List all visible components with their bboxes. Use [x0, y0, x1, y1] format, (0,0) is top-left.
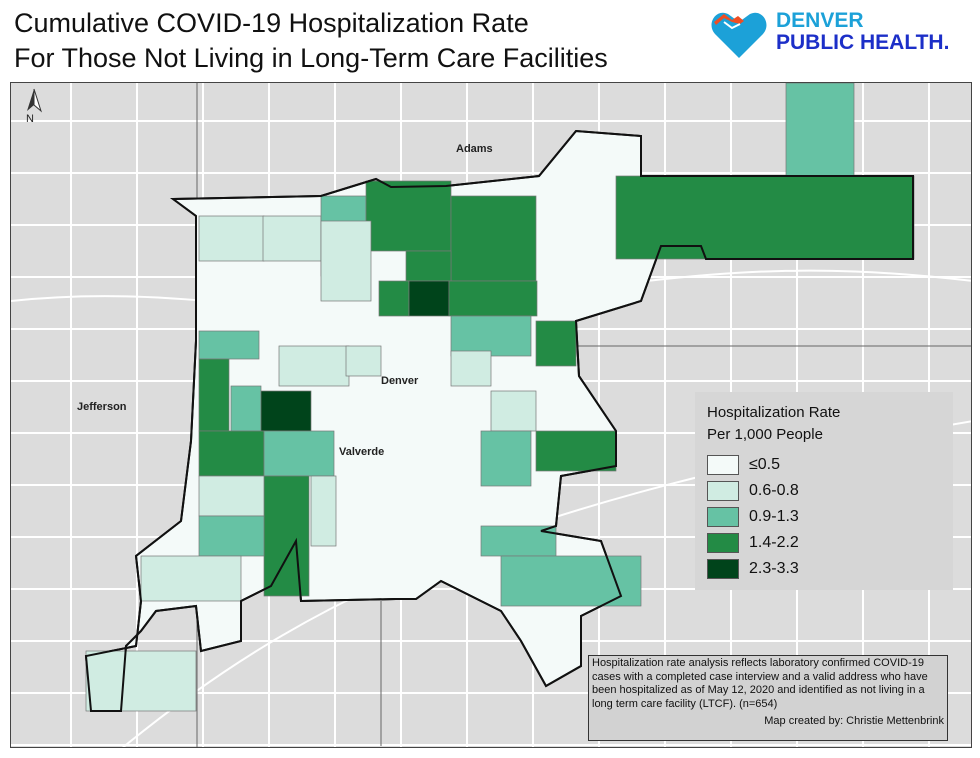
- census-tract[interactable]: [198, 330, 260, 360]
- place-label-adams: Adams: [456, 143, 493, 155]
- map-title: Cumulative COVID-19 Hospitalization Rate…: [14, 6, 608, 76]
- choropleth-map: [11, 83, 971, 747]
- legend-title: Hospitalization Rate Per 1,000 People: [707, 402, 840, 446]
- census-tract[interactable]: [320, 220, 372, 302]
- legend-label: ≤0.5: [749, 456, 781, 473]
- north-arrow-icon: [27, 88, 43, 113]
- census-tract[interactable]: [198, 475, 265, 517]
- legend-item: 0.9-1.3: [707, 506, 799, 528]
- census-tract[interactable]: [448, 280, 538, 317]
- census-tract[interactable]: [310, 475, 337, 547]
- north-label: N: [26, 113, 34, 125]
- place-label-denver: Denver: [381, 375, 419, 387]
- legend-swatch: [707, 507, 739, 527]
- census-tract[interactable]: [278, 345, 350, 387]
- methodology-note: Hospitalization rate analysis reflects l…: [588, 655, 948, 741]
- census-tract[interactable]: [260, 390, 312, 432]
- legend-label: 1.4-2.2: [749, 534, 799, 551]
- map-credit: Map created by: Christie Mettenbrink: [764, 715, 944, 727]
- legend-item: 1.4-2.2: [707, 532, 799, 554]
- census-tract[interactable]: [408, 280, 450, 317]
- title-line-1: Cumulative COVID-19 Hospitalization Rate: [14, 8, 529, 38]
- census-tract[interactable]: [198, 430, 265, 477]
- place-label-jefferson: Jefferson: [77, 401, 127, 413]
- legend-swatch: [707, 481, 739, 501]
- title-line-2: For Those Not Living in Long-Term Care F…: [14, 43, 608, 73]
- place-label-valverde: Valverde: [339, 446, 385, 458]
- census-tract[interactable]: [500, 555, 642, 607]
- census-tract[interactable]: [263, 430, 335, 477]
- census-tract[interactable]: [480, 430, 532, 487]
- census-tract[interactable]: [535, 430, 617, 472]
- census-tract[interactable]: [405, 250, 452, 282]
- census-tract[interactable]: [450, 195, 537, 282]
- census-tract[interactable]: [785, 83, 855, 177]
- legend-item: 2.3-3.3: [707, 558, 799, 580]
- census-tract[interactable]: [85, 650, 197, 712]
- logo-line-2: PUBLIC HEALTH.: [776, 31, 950, 54]
- census-tract[interactable]: [490, 390, 537, 432]
- census-tract[interactable]: [230, 385, 262, 432]
- logo-line-1: DENVER: [776, 9, 864, 32]
- census-tract[interactable]: [262, 215, 322, 262]
- census-tract[interactable]: [345, 345, 382, 377]
- legend-label: 0.6-0.8: [749, 482, 799, 499]
- legend-item: 0.6-0.8: [707, 480, 799, 502]
- denver-boundary: [84, 129, 914, 712]
- census-tract[interactable]: [378, 280, 410, 317]
- census-tract[interactable]: [535, 320, 577, 367]
- census-tract[interactable]: [365, 180, 452, 252]
- legend-title-line-2: Per 1,000 People: [707, 426, 823, 443]
- census-tract[interactable]: [450, 315, 532, 357]
- map-legend: Hospitalization Rate Per 1,000 People ≤0…: [695, 392, 953, 590]
- note-text: Hospitalization rate analysis reflects l…: [592, 657, 928, 710]
- legend-item: ≤0.5: [707, 454, 780, 476]
- census-tract[interactable]: [450, 350, 492, 387]
- census-tract[interactable]: [198, 358, 230, 432]
- census-tract[interactable]: [140, 555, 242, 602]
- census-tract[interactable]: [198, 515, 265, 557]
- census-tract[interactable]: [198, 215, 265, 262]
- census-tract[interactable]: [263, 475, 310, 597]
- denver-public-health-logo: DENVER PUBLIC HEALTH.: [710, 8, 970, 60]
- legend-swatch: [707, 559, 739, 579]
- legend-swatch: [707, 455, 739, 475]
- legend-title-line-1: Hospitalization Rate: [707, 404, 841, 421]
- heart-mountain-logo-icon: [711, 12, 767, 59]
- legend-label: 0.9-1.3: [749, 508, 799, 525]
- legend-label: 2.3-3.3: [749, 560, 799, 577]
- legend-swatch: [707, 533, 739, 553]
